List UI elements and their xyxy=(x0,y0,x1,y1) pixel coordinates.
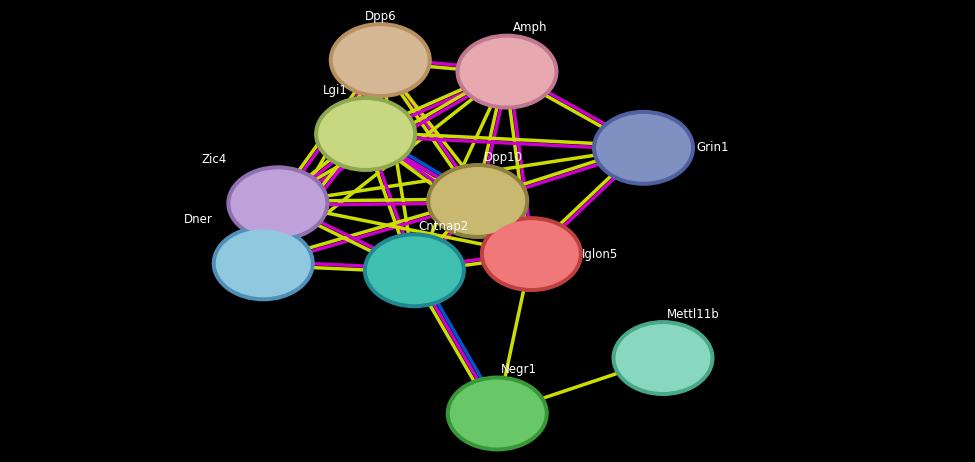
Ellipse shape xyxy=(227,166,329,241)
Text: Iglon5: Iglon5 xyxy=(582,248,618,261)
Text: Mettl11b: Mettl11b xyxy=(667,308,720,321)
Text: Dpp6: Dpp6 xyxy=(365,10,396,23)
Text: Amph: Amph xyxy=(513,21,548,34)
Ellipse shape xyxy=(612,321,714,395)
Text: Grin1: Grin1 xyxy=(696,141,728,154)
Text: Cntnap2: Cntnap2 xyxy=(418,220,469,233)
Ellipse shape xyxy=(213,226,314,301)
Ellipse shape xyxy=(315,97,416,171)
Ellipse shape xyxy=(368,237,461,304)
Ellipse shape xyxy=(481,217,582,292)
Ellipse shape xyxy=(216,230,310,297)
Ellipse shape xyxy=(431,168,525,234)
Text: Dner: Dner xyxy=(183,213,213,226)
Ellipse shape xyxy=(330,23,431,97)
Ellipse shape xyxy=(456,34,558,109)
Ellipse shape xyxy=(616,325,710,391)
Text: Zic4: Zic4 xyxy=(202,153,227,166)
Ellipse shape xyxy=(231,170,325,237)
Text: Dpp10: Dpp10 xyxy=(484,151,523,164)
Ellipse shape xyxy=(447,376,548,451)
Ellipse shape xyxy=(593,110,694,185)
Ellipse shape xyxy=(450,380,544,447)
Ellipse shape xyxy=(485,221,578,287)
Text: Negr1: Negr1 xyxy=(501,363,537,376)
Ellipse shape xyxy=(364,233,465,308)
Ellipse shape xyxy=(427,164,528,238)
Ellipse shape xyxy=(333,27,427,93)
Ellipse shape xyxy=(319,101,412,167)
Ellipse shape xyxy=(597,115,690,181)
Text: Lgi1: Lgi1 xyxy=(323,84,348,97)
Ellipse shape xyxy=(460,38,554,105)
